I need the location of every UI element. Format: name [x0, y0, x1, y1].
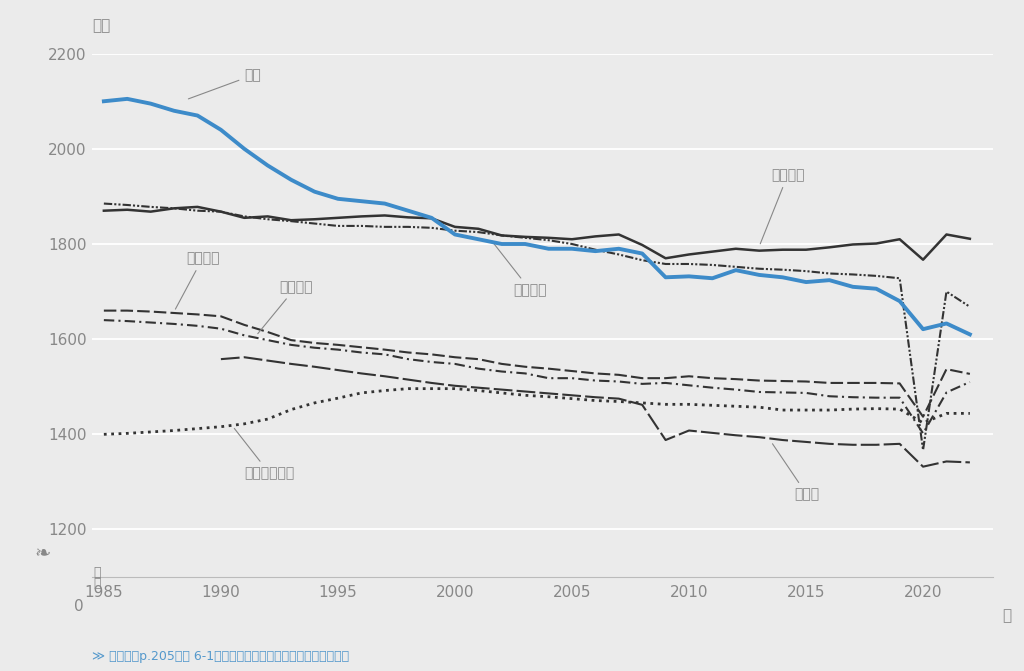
Text: イギリス: イギリス [492, 241, 547, 297]
Text: フランス: フランス [258, 280, 313, 333]
Text: ≫ 関連表　p.205「第 6-1表　一人当たり平均年間総実労働時間」: ≫ 関連表 p.205「第 6-1表 一人当たり平均年間総実労働時間」 [92, 650, 349, 663]
Text: 時間: 時間 [92, 17, 111, 33]
Text: イタリア: イタリア [175, 252, 219, 309]
Text: ドイツ: ドイツ [772, 444, 819, 502]
Text: アメリカ: アメリカ [760, 168, 805, 244]
Text: スウェーデン: スウェーデン [234, 428, 295, 480]
Text: 年: 年 [1002, 609, 1012, 623]
Text: ❧: ❧ [35, 544, 51, 563]
Text: 0: 0 [75, 599, 84, 614]
Text: 日本: 日本 [188, 68, 261, 99]
Text: 〜
〜: 〜 〜 [93, 566, 101, 590]
